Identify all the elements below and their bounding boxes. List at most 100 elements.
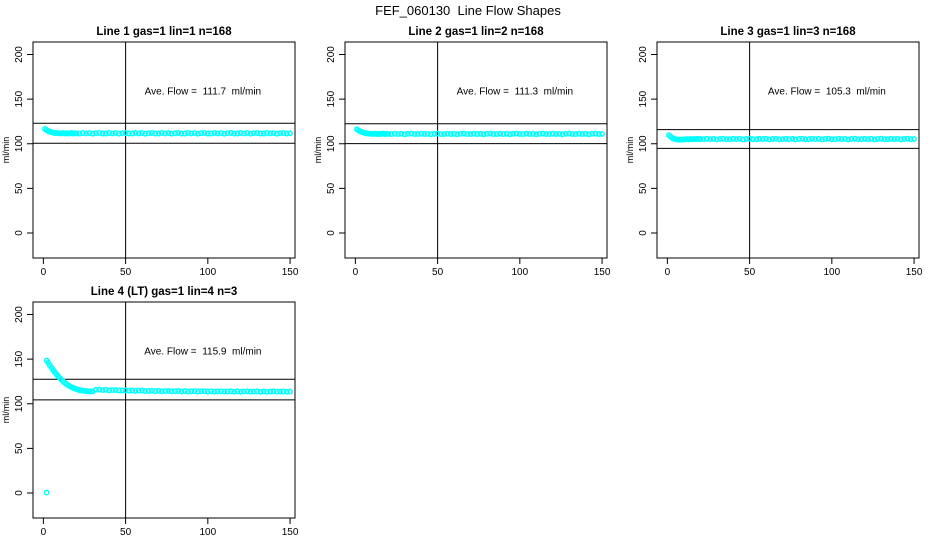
y-tick-label: 150	[14, 350, 25, 367]
data-point-marker	[539, 130, 546, 137]
data-point-marker	[861, 135, 868, 142]
x-axis: 0 50 100 150	[353, 258, 611, 278]
data-point-marker	[756, 135, 763, 142]
data-point-marker	[201, 388, 208, 395]
data-point-marker	[733, 136, 740, 143]
data-point-marker	[510, 130, 517, 137]
data-point-marker	[526, 131, 533, 137]
data-point-marker	[520, 131, 527, 138]
y-axis: 0 50 100 150 200 ml/min	[1, 46, 33, 236]
y-tick-label: 100	[14, 135, 25, 152]
data-point-marker	[749, 136, 756, 143]
data-point-marker	[464, 131, 471, 138]
subplot-title: Line 2 gas=1 lin=2 n=168	[408, 26, 544, 38]
data-point-marker	[125, 130, 132, 137]
data-point-marker	[474, 131, 481, 137]
data-point-marker	[411, 131, 418, 138]
data-point-marker	[713, 136, 720, 143]
data-point-marker	[119, 130, 126, 137]
x-tick-label: 50	[120, 267, 132, 278]
data-point-marker	[559, 131, 566, 138]
data-point-marker	[447, 131, 454, 137]
data-point-marker	[287, 388, 294, 395]
data-point-marker	[848, 135, 855, 142]
data-point-marker	[83, 130, 90, 137]
data-point-marker	[142, 388, 149, 394]
data-point-marker	[158, 130, 165, 136]
x-tick-label: 100	[199, 267, 216, 278]
data-point-marker	[162, 388, 169, 394]
data-point-marker	[480, 131, 487, 138]
data-point-marker	[257, 388, 264, 395]
data-point-marker	[106, 130, 113, 136]
x-tick-label: 50	[120, 527, 132, 538]
data-point-marker	[911, 136, 918, 142]
data-point-marker	[224, 130, 231, 137]
data-point-marker	[231, 130, 238, 137]
y-tick-label: 100	[14, 395, 25, 412]
data-point-marker	[142, 130, 149, 137]
data-point-marker	[865, 136, 871, 143]
data-point-marker	[451, 130, 457, 137]
data-point-marker	[842, 135, 848, 142]
data-point-marker	[697, 136, 704, 142]
data-point-marker	[822, 135, 829, 142]
data-point-marker	[746, 135, 753, 142]
data-point-marker	[546, 131, 553, 138]
data-point-marker	[99, 130, 106, 137]
data-point-marker	[135, 130, 142, 137]
plot-box	[656, 41, 920, 259]
data-point-marker	[178, 130, 185, 137]
data-point-marker	[871, 136, 878, 143]
data-point-marker	[227, 130, 234, 136]
data-point-marker	[576, 130, 582, 137]
figure-title: FEF_060130 Line Flow Shapes	[375, 3, 561, 18]
data-point-marker	[254, 388, 261, 395]
y-axis-label: ml/min	[1, 397, 11, 424]
data-point-marker	[385, 130, 392, 137]
data-point-marker	[483, 130, 490, 137]
data-point-marker	[543, 131, 550, 138]
data-point-marker	[175, 388, 182, 394]
data-point-marker	[116, 130, 122, 137]
data-point-marker	[825, 135, 832, 142]
y-tick-label: 50	[326, 182, 337, 194]
data-point-marker	[809, 135, 816, 142]
data-point-marker	[562, 130, 569, 137]
data-point-marker	[237, 388, 244, 395]
y-tick-label: 0	[326, 230, 337, 236]
data-point-marker	[250, 388, 257, 395]
data-point-marker	[858, 136, 865, 143]
data-point-marker	[388, 131, 395, 138]
data-point-marker	[96, 386, 103, 393]
data-point-marker	[855, 136, 862, 143]
data-point-marker	[884, 136, 891, 143]
subplot-3: Line 3 gas=1 lin=3 n=168 0 50 100 150 0 50 100 1…	[625, 26, 923, 278]
data-point-marker	[530, 130, 536, 137]
data-point-marker	[894, 135, 901, 142]
data-point-marker	[789, 135, 796, 142]
data-point-marker	[553, 131, 559, 137]
data-point-marker	[152, 130, 159, 137]
data-point-marker	[139, 130, 145, 137]
data-point-marker	[287, 130, 294, 137]
data-point-marker	[391, 130, 398, 137]
data-point-marker	[148, 130, 155, 136]
y-axis-label: ml/min	[1, 137, 11, 164]
data-point-marker	[224, 388, 231, 395]
data-point-marker	[270, 388, 277, 395]
data-point-marker	[585, 131, 592, 138]
data-point-marker	[533, 131, 540, 138]
data-point-marker	[405, 130, 411, 137]
data-point-marker	[264, 388, 270, 395]
x-tick-label: 150	[282, 527, 299, 538]
data-point-marker	[792, 136, 799, 143]
plot-box	[32, 301, 296, 519]
data-point-marker	[237, 130, 244, 136]
data-point-marker	[503, 130, 510, 137]
data-point-marker	[782, 135, 789, 142]
reference-lines	[657, 42, 919, 258]
data-point-marker	[707, 136, 714, 143]
y-tick-label: 50	[638, 182, 649, 194]
